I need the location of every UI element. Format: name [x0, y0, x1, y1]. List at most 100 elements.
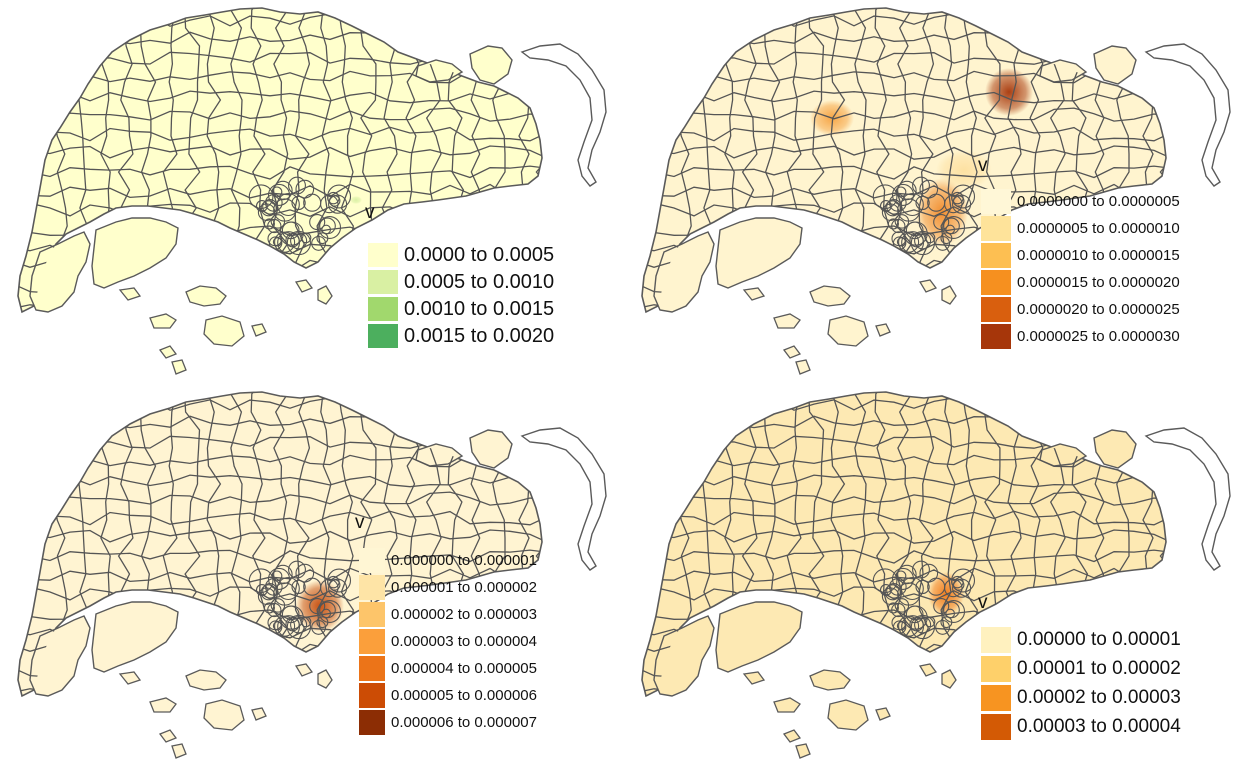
southern-island: [185, 285, 227, 307]
legend-label: 0.000002 to 0.000003: [391, 606, 537, 623]
legend-swatch: [359, 575, 385, 600]
southern-island: [294, 663, 314, 677]
southern-island: [941, 285, 957, 305]
legend-swatch: [368, 324, 398, 348]
legend-row: 0.000000 to 0.000001: [359, 548, 537, 573]
jurong-area: [653, 615, 715, 697]
southern-island: [158, 345, 178, 359]
legend-row: 0.00003 to 0.00004: [981, 714, 1181, 740]
legend-swatch: [981, 297, 1011, 322]
map-panel-3: v 0.000000 to 0.000001 0.000001 to 0.0000…: [0, 384, 624, 768]
jurong-area: [653, 231, 715, 313]
legend-row: 0.0005 to 0.0010: [368, 270, 554, 294]
southern-island: [149, 313, 177, 329]
map-panel-4: v 0.00000 to 0.00001 0.00001 to 0.00002 0.…: [624, 384, 1248, 768]
southern-island: [251, 323, 267, 337]
legend-label: 0.0000005 to 0.0000010: [1017, 220, 1180, 237]
legend-swatch: [981, 627, 1011, 653]
legend: 0.000000 to 0.000001 0.000001 to 0.000002…: [359, 548, 537, 737]
legend-swatch: [359, 656, 385, 681]
legend-label: 0.0015 to 0.0020: [404, 324, 555, 347]
legend-swatch: [981, 270, 1011, 295]
hotspot: [350, 196, 362, 204]
legend-label: 0.0000 to 0.0005: [404, 243, 555, 266]
legend-row: 0.0000025 to 0.0000030: [981, 324, 1180, 349]
legend-label: 0.00000 to 0.00001: [1017, 629, 1181, 650]
legend-swatch: [359, 602, 385, 627]
southern-island: [918, 279, 938, 293]
legend-swatch: [359, 548, 385, 573]
choropleth-map: [641, 7, 1231, 375]
changi-coast: [1144, 427, 1231, 571]
southern-island: [294, 279, 314, 293]
legend-label: 0.000000 to 0.000001: [391, 552, 537, 569]
legend-swatch: [981, 324, 1011, 349]
legend-row: 0.0000000 to 0.0000005: [981, 189, 1180, 214]
southern-island: [773, 697, 801, 713]
changi-coast: [520, 427, 607, 571]
southern-island: [809, 285, 851, 307]
legend-swatch: [368, 297, 398, 321]
legend-label: 0.000003 to 0.000004: [391, 633, 537, 650]
legend-row: 0.000006 to 0.000007: [359, 710, 537, 735]
map-panel-2: v 0.0000000 to 0.0000005 0.0000005 to 0.0…: [624, 0, 1248, 384]
legend-row: 0.00002 to 0.00003: [981, 685, 1181, 711]
legend-row: 0.000001 to 0.000002: [359, 575, 537, 600]
central-area-boundaries: [872, 560, 976, 640]
southern-island: [795, 359, 811, 375]
southern-island: [795, 743, 811, 759]
legend-label: 0.000004 to 0.000005: [391, 660, 537, 677]
southern-island: [203, 315, 245, 347]
southern-island: [171, 359, 187, 375]
main-island: [641, 7, 1167, 314]
changi-coast: [520, 43, 607, 187]
legend-label: 0.000001 to 0.000002: [391, 579, 537, 596]
southern-island: [118, 287, 142, 301]
reclaimed-area: [715, 217, 803, 289]
choropleth-map: [17, 7, 607, 375]
southern-island: [782, 729, 802, 743]
reclaimed-area: [91, 601, 179, 673]
legend-label: 0.00001 to 0.00002: [1017, 658, 1181, 679]
legend-row: 0.0000005 to 0.0000010: [981, 216, 1180, 241]
legend-swatch: [359, 710, 385, 735]
legend-row: 0.0000 to 0.0005: [368, 243, 554, 267]
legend-label: 0.0000015 to 0.0000020: [1017, 274, 1180, 291]
southern-island: [149, 697, 177, 713]
legend-row: 0.00001 to 0.00002: [981, 656, 1181, 682]
choropleth-map: [17, 391, 607, 759]
legend-label: 0.00003 to 0.00004: [1017, 716, 1181, 737]
hotspot: [936, 150, 992, 190]
southern-island: [809, 669, 851, 691]
legend-row: 0.0010 to 0.0015: [368, 297, 554, 321]
legend-row: 0.0000015 to 0.0000020: [981, 270, 1180, 295]
main-island: [17, 391, 543, 698]
legend-label: 0.00002 to 0.00003: [1017, 687, 1181, 708]
pulau-tekong: [469, 429, 513, 469]
southern-island: [251, 707, 267, 721]
pulau-tekong: [1093, 429, 1137, 469]
legend-label: 0.000005 to 0.000006: [391, 687, 537, 704]
legend-label: 0.0000000 to 0.0000005: [1017, 193, 1180, 210]
legend-swatch: [359, 629, 385, 654]
legend-variable-label: v: [355, 512, 365, 533]
legend-row: 0.000003 to 0.000004: [359, 629, 537, 654]
southern-island: [203, 699, 245, 731]
southern-island: [782, 345, 802, 359]
legend-swatch: [368, 243, 398, 267]
pulau-tekong: [469, 45, 513, 85]
legend: 0.0000 to 0.0005 0.0005 to 0.0010 0.0010 t…: [368, 243, 554, 351]
legend-swatch: [981, 216, 1011, 241]
southern-island: [118, 671, 142, 685]
southern-island: [317, 285, 333, 305]
southern-island: [773, 313, 801, 329]
legend-label: 0.0010 to 0.0015: [404, 297, 555, 320]
southern-island: [875, 707, 891, 721]
southern-island: [158, 729, 178, 743]
legend-swatch: [981, 685, 1011, 711]
legend-label: 0.0005 to 0.0010: [404, 270, 555, 293]
southern-island: [875, 323, 891, 337]
legend-label: 0.0000020 to 0.0000025: [1017, 301, 1180, 318]
main-island: [641, 391, 1167, 698]
legend-row: 0.000004 to 0.000005: [359, 656, 537, 681]
